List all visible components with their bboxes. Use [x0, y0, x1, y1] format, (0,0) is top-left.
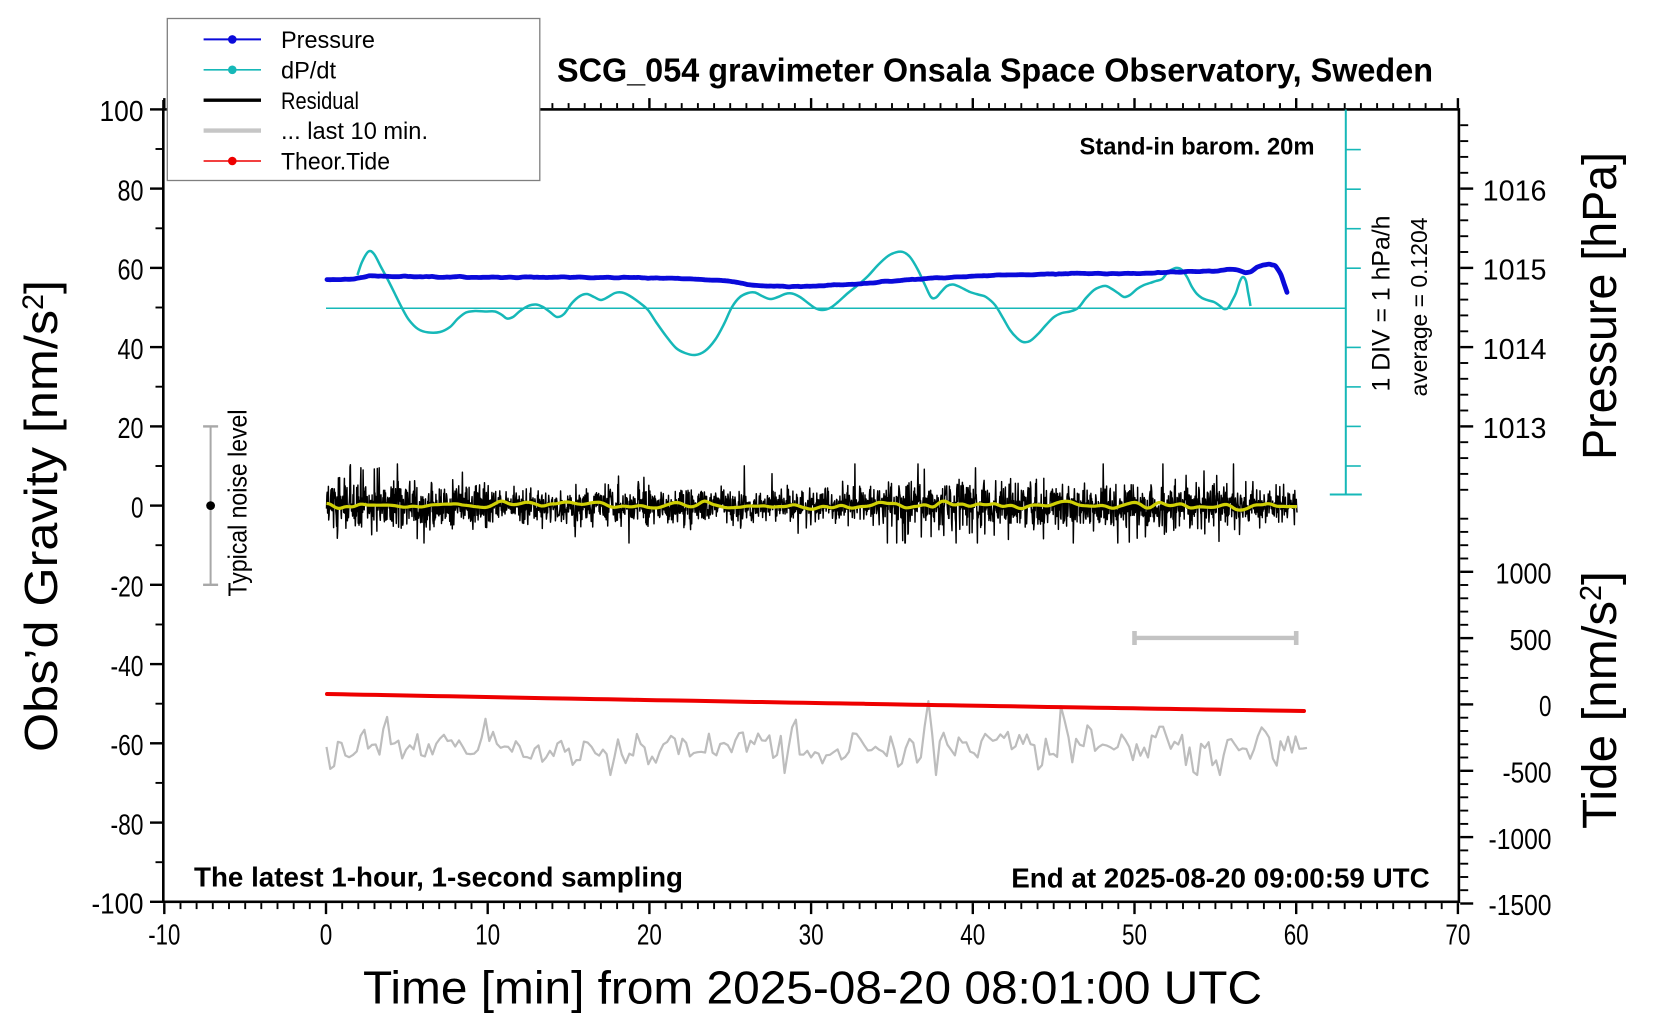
svg-text:-500: -500	[1503, 758, 1552, 790]
svg-text:20: 20	[637, 920, 662, 952]
svg-text:-1000: -1000	[1489, 824, 1552, 856]
svg-text:40: 40	[960, 920, 985, 952]
svg-text:SCG_054 gravimeter Onsala Spac: SCG_054 gravimeter Onsala Space Observat…	[557, 52, 1433, 89]
svg-text:1 DIV = 1 hPa/h: 1 DIV = 1 hPa/h	[1368, 216, 1396, 392]
svg-text:0: 0	[320, 920, 333, 952]
svg-text:average = 0.1204: average = 0.1204	[1406, 218, 1432, 397]
svg-text:-60: -60	[111, 730, 144, 762]
svg-text:The latest 1-hour, 1-second sa: The latest 1-hour, 1-second sampling	[194, 861, 683, 892]
svg-text:]: ]	[1574, 571, 1627, 585]
svg-text:-1500: -1500	[1489, 890, 1552, 922]
svg-text:... last 10 min.: ... last 10 min.	[281, 118, 428, 145]
svg-text:Tide [nm/s: Tide [nm/s	[1574, 601, 1627, 829]
svg-text:Residual: Residual	[281, 88, 359, 115]
svg-text:-40: -40	[111, 651, 144, 683]
svg-text:-20: -20	[111, 572, 144, 604]
svg-text:Obs’d Gravity [nm/s: Obs’d Gravity [nm/s	[15, 310, 67, 752]
svg-text:Time [min] from 2025-08-20 08:: Time [min] from 2025-08-20 08:01:00 UTC	[363, 962, 1262, 1014]
svg-text:500: 500	[1510, 625, 1552, 657]
svg-text:1000: 1000	[1496, 559, 1552, 591]
svg-text:End at 2025-08-20 09:00:59 UTC: End at 2025-08-20 09:00:59 UTC	[1011, 863, 1429, 894]
svg-text:-10: -10	[148, 920, 180, 952]
svg-text:20: 20	[118, 413, 144, 445]
svg-text:2: 2	[1573, 585, 1608, 601]
svg-text:Theor.Tide: Theor.Tide	[281, 149, 390, 176]
svg-text:60: 60	[1284, 920, 1309, 952]
svg-text:1016: 1016	[1483, 175, 1547, 207]
svg-text:Typical noise level: Typical noise level	[223, 410, 253, 597]
svg-text:]: ]	[15, 280, 67, 294]
svg-text:1013: 1013	[1483, 413, 1547, 445]
svg-text:60: 60	[118, 255, 144, 287]
svg-text:-100: -100	[92, 889, 144, 921]
svg-text:0: 0	[1539, 691, 1552, 723]
svg-text:dP/dt: dP/dt	[281, 57, 336, 84]
svg-text:0: 0	[131, 492, 144, 524]
svg-text:Pressure [hPa]: Pressure [hPa]	[1574, 152, 1627, 460]
svg-text:40: 40	[118, 334, 144, 366]
svg-text:Pressure: Pressure	[281, 27, 375, 54]
svg-text:30: 30	[799, 920, 824, 952]
svg-text:50: 50	[1122, 920, 1147, 952]
svg-text:-80: -80	[111, 809, 144, 841]
svg-text:1014: 1014	[1483, 334, 1547, 366]
svg-text:100: 100	[100, 96, 144, 128]
svg-text:1015: 1015	[1483, 255, 1547, 287]
svg-text:2: 2	[17, 294, 50, 310]
svg-text:80: 80	[118, 175, 144, 207]
svg-text:70: 70	[1445, 920, 1470, 952]
svg-text:10: 10	[475, 920, 500, 952]
svg-text:Stand-in barom. 20m: Stand-in barom. 20m	[1080, 134, 1315, 161]
